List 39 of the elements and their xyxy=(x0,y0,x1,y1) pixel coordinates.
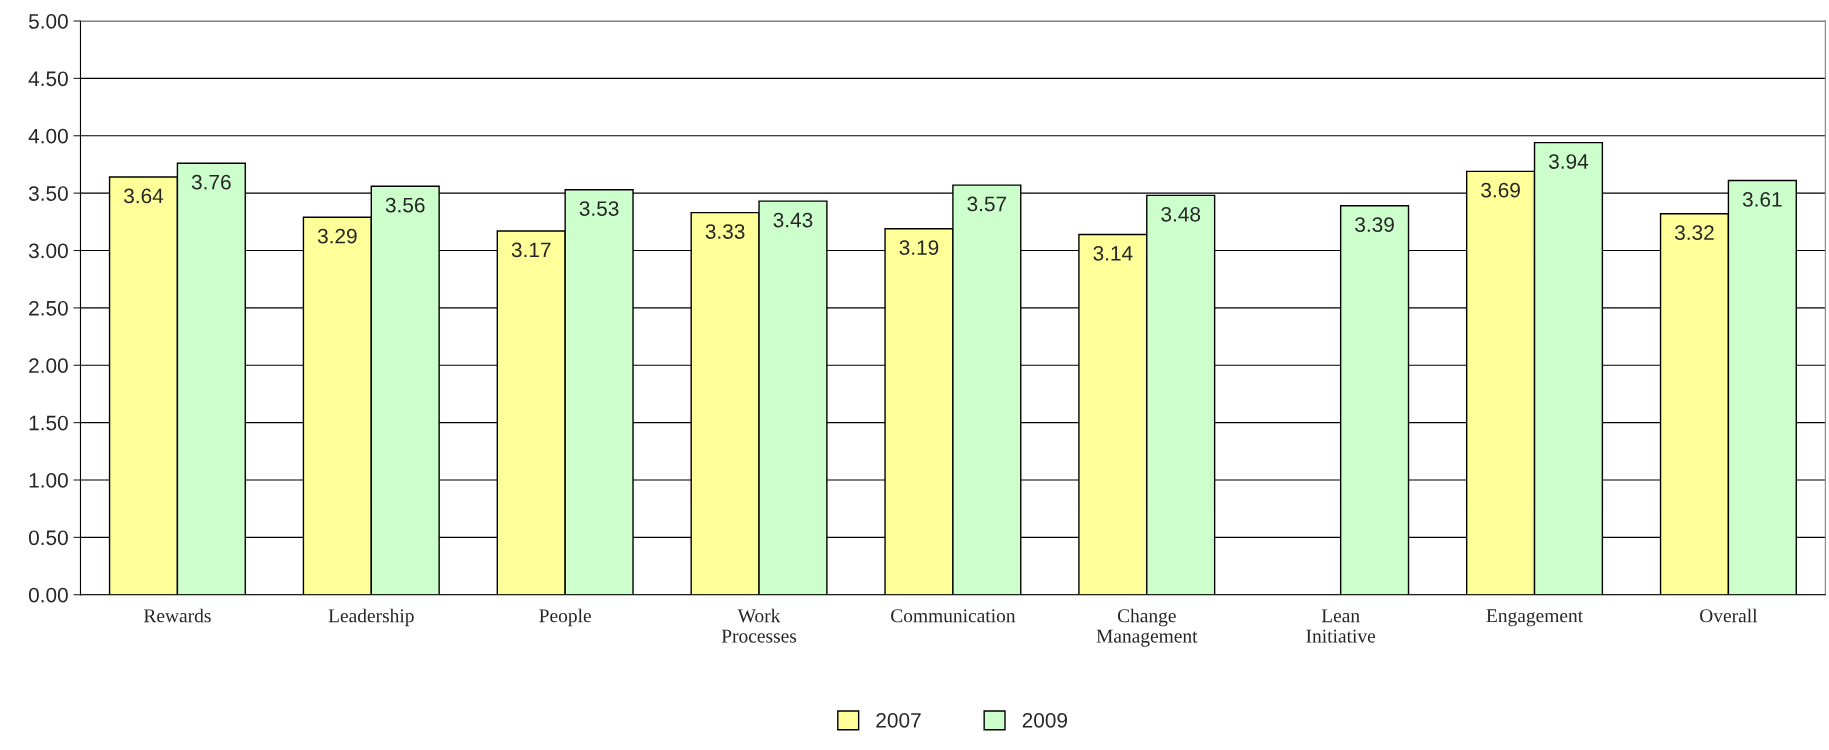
x-tick-label: Engagement xyxy=(1486,609,1584,627)
data-label: 3.64 xyxy=(124,188,164,204)
data-label: 3.29 xyxy=(317,228,357,244)
y-tick-label: 5.00 xyxy=(28,14,68,29)
x-tick-label: Work Processes xyxy=(721,608,797,643)
data-label: 3.14 xyxy=(1093,245,1133,261)
y-tick-label: 2.50 xyxy=(29,300,68,316)
x-tick-label: Communication xyxy=(891,609,1016,623)
data-label: 3.76 xyxy=(191,174,231,190)
legend-label: 2009 xyxy=(1022,712,1068,728)
y-tick-label: 4.00 xyxy=(28,128,68,144)
data-label: 3.17 xyxy=(511,242,551,258)
data-label: 3.48 xyxy=(1161,206,1201,222)
y-tick-label: 3.00 xyxy=(28,243,68,259)
data-label: 3.69 xyxy=(1481,182,1520,198)
data-label: 3.32 xyxy=(1675,225,1714,241)
data-label: 3.43 xyxy=(773,212,813,228)
data-label: 3.39 xyxy=(1355,217,1394,232)
y-tick-label: 0.50 xyxy=(28,530,68,546)
y-tick-label: 2.00 xyxy=(29,358,68,373)
y-tick-label: 3.50 xyxy=(28,186,68,201)
data-label: 3.56 xyxy=(385,197,425,213)
x-tick-label: Lean Initiative xyxy=(1306,609,1376,643)
x-tick-label: People xyxy=(539,608,591,627)
data-label: 3.57 xyxy=(967,196,1007,212)
x-tick-label: Change Management xyxy=(1096,608,1198,647)
y-tick-label: 0.00 xyxy=(28,587,68,603)
x-tick-label: Overall xyxy=(1700,608,1758,623)
data-label: 3.19 xyxy=(899,240,939,255)
x-tick-label: Rewards xyxy=(143,608,211,623)
data-label: 3.53 xyxy=(579,201,619,216)
y-tick-label: 4.50 xyxy=(28,71,68,87)
data-label: 3.61 xyxy=(1742,192,1782,207)
legend-label: 2007 xyxy=(876,712,921,728)
y-tick-label: 1.50 xyxy=(29,415,68,431)
y-tick-label: 1.00 xyxy=(29,473,68,488)
data-label: 3.94 xyxy=(1548,154,1589,169)
x-tick-label: Leadership xyxy=(328,608,414,627)
data-label: 3.33 xyxy=(705,224,745,239)
